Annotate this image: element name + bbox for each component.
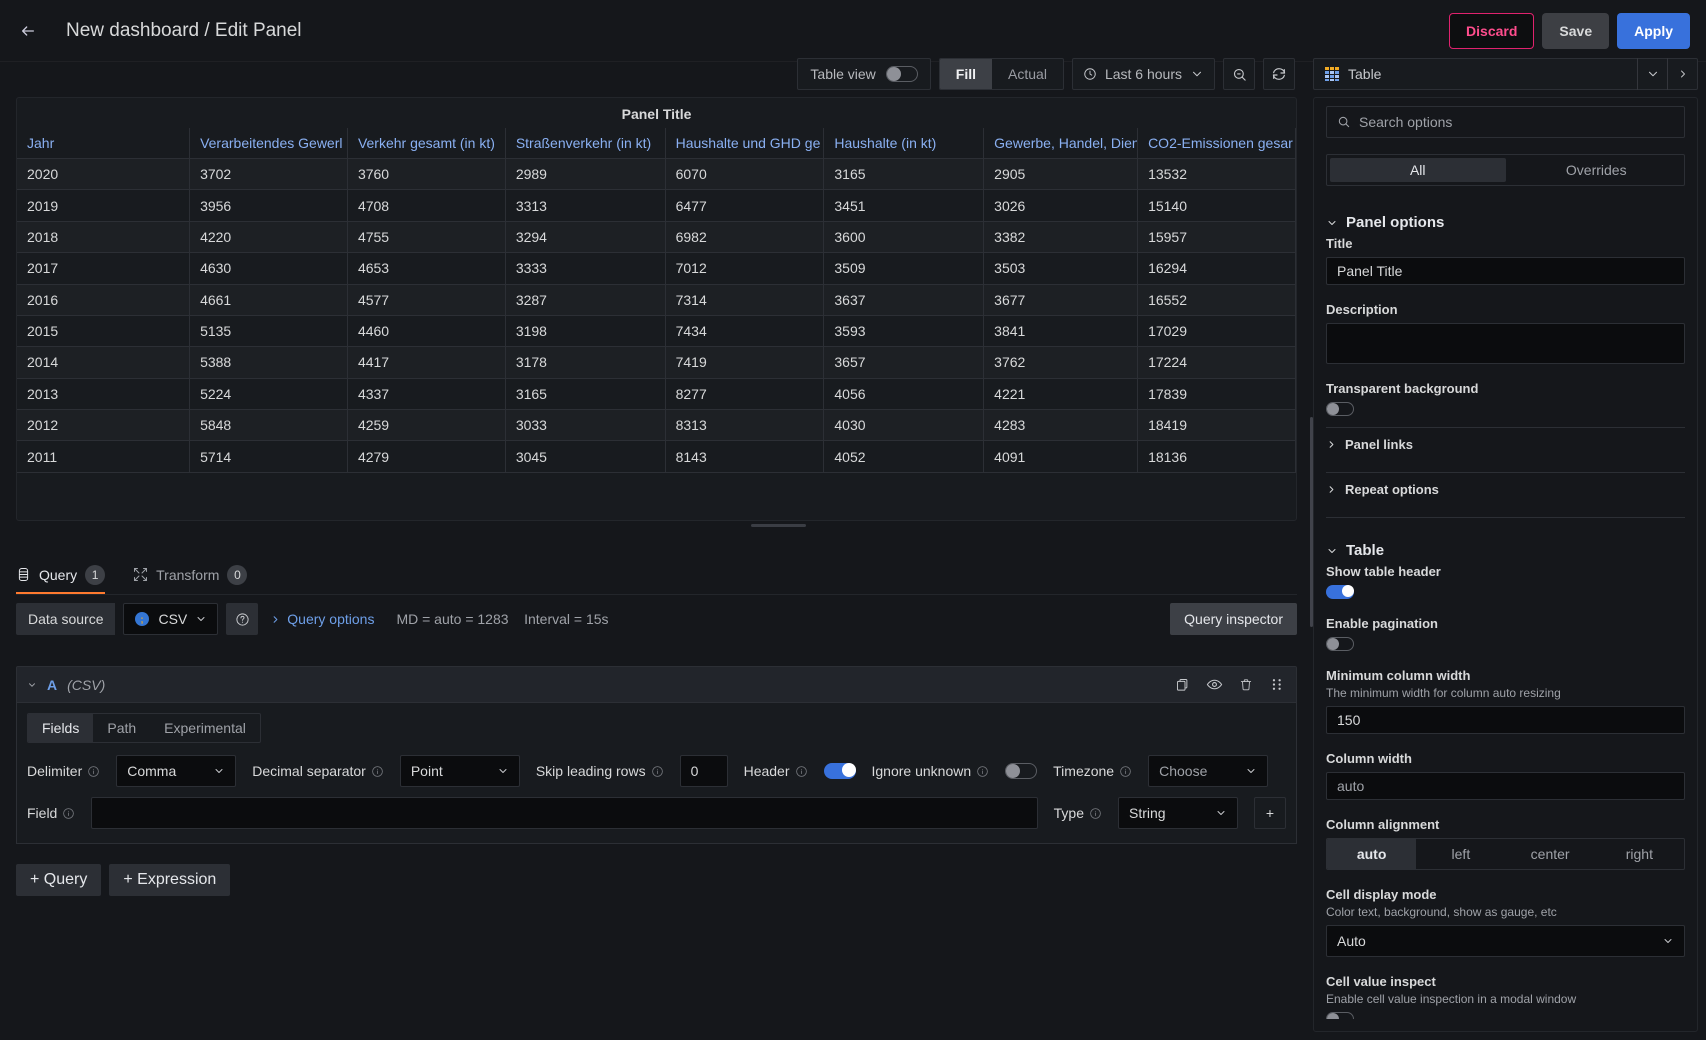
svg-text:;: ; [141,615,144,625]
